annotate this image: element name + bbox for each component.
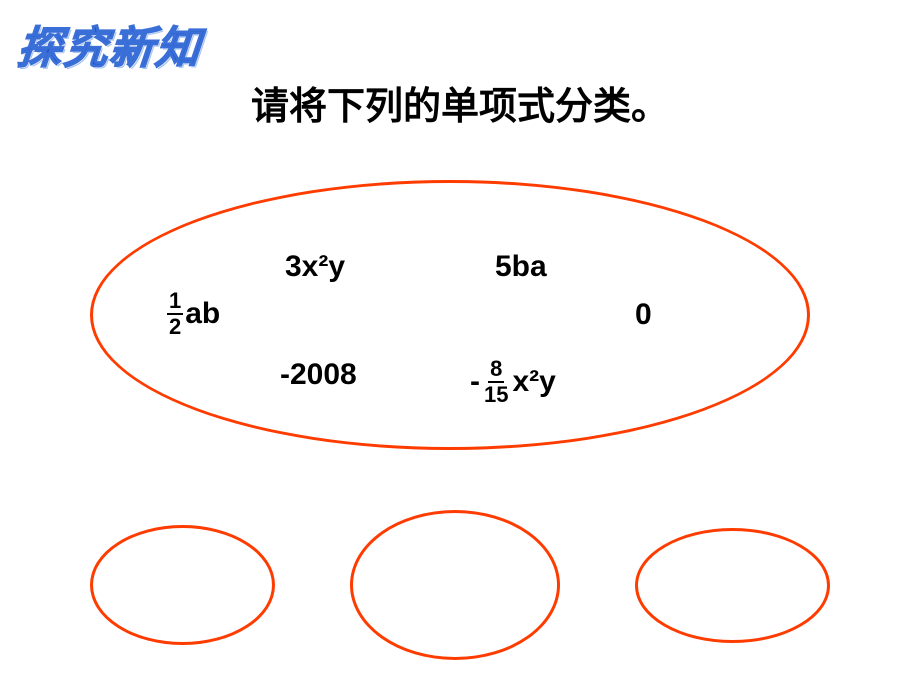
monomial-neg2008: -2008 xyxy=(280,358,357,392)
fraction-half: 1 2 xyxy=(167,290,183,338)
category-ellipse-2 xyxy=(350,510,560,660)
section-title-decoration: 探究新知 xyxy=(15,12,205,76)
monomial-3x2y: 3x²y xyxy=(285,250,345,284)
category-ellipse-1 xyxy=(90,525,275,645)
fraction-8-15: 8 15 xyxy=(482,358,510,406)
category-ellipse-3 xyxy=(635,528,830,643)
monomial-neg-8-15-x2y: - 8 15 x²y xyxy=(470,358,556,406)
fraction-denominator: 2 xyxy=(167,315,183,338)
monomial-5ba: 5ba xyxy=(495,250,547,284)
monomial-x2y-part: x²y xyxy=(512,365,555,399)
fraction-numerator: 1 xyxy=(167,290,183,315)
instruction-text: 请将下列的单项式分类。 xyxy=(0,75,920,130)
fraction-numerator: 8 xyxy=(488,358,504,383)
minus-sign: - xyxy=(470,365,480,399)
fraction-denominator: 15 xyxy=(482,383,510,406)
monomial-zero: 0 xyxy=(635,298,652,332)
monomial-half-ab: 1 2 ab xyxy=(165,290,220,338)
monomial-ab-part: ab xyxy=(185,297,220,331)
